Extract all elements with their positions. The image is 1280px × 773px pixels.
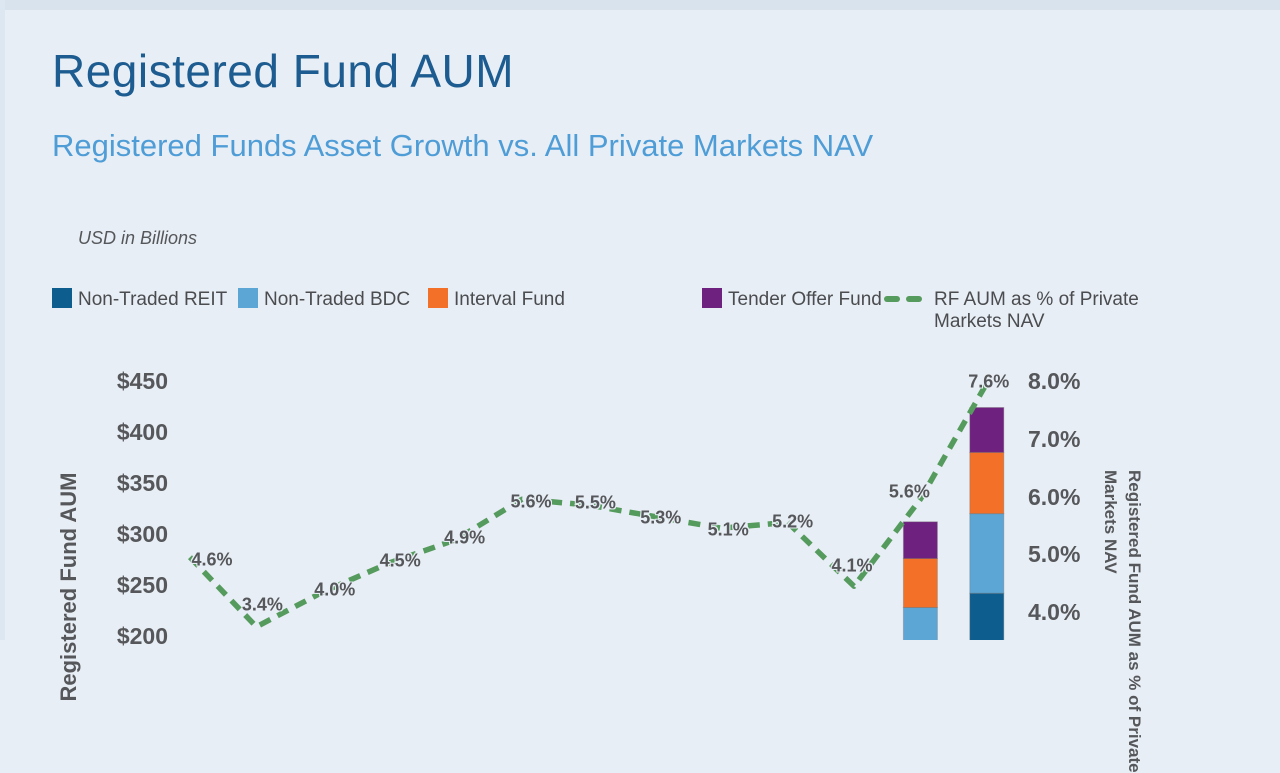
right-axis-tick-label: 6.0% (1028, 483, 1081, 510)
chart-subtitle: Registered Funds Asset Growth vs. All Pr… (52, 128, 874, 163)
left-axis-tick-label: $450 (116, 368, 168, 394)
legend-label: Non-Traded REIT (78, 289, 228, 310)
page-title: Registered Fund AUM (52, 45, 515, 97)
non_traded_bdc-swatch-icon (238, 288, 258, 308)
bar-segment-non_traded_bdc (902, 606, 938, 640)
bar-segment-non_traded_reit (969, 592, 1005, 640)
line-data-label: 5.1% (707, 519, 749, 540)
dashed-line-icon (906, 296, 922, 302)
left-axis-title: Registered Fund AUM (56, 472, 81, 702)
right-axis-title-line2: Markets NAV (1101, 470, 1120, 574)
bar-segment-tender_offer_fund (969, 407, 1005, 453)
right-axis-title: Registered Fund AUM as % of Private Mark… (1098, 470, 1146, 773)
right-axis-tick-label: 8.0% (1028, 368, 1081, 394)
right-axis-tick-label: 4.0% (1028, 599, 1081, 625)
tender_offer_fund-swatch-icon (702, 288, 722, 308)
left-axis-tick-label: $400 (116, 419, 168, 445)
line-data-label: 5.6% (888, 481, 930, 502)
line-data-label: 5.3% (640, 507, 682, 528)
chart-plot-area (188, 381, 1005, 640)
right-axis-tick-label: 7.0% (1028, 425, 1081, 452)
line-data-label: 4.6% (191, 549, 233, 570)
bar-segment-non_traded_bdc (969, 513, 1005, 594)
interval_fund-swatch-icon (428, 288, 448, 308)
right-axis-tick-label: 5.0% (1028, 541, 1081, 568)
left-edge-strip (0, 0, 5, 640)
bar-segment-tender_offer_fund (902, 521, 938, 559)
line-data-label: 4.0% (314, 579, 356, 600)
line-data-label: 4.9% (444, 527, 486, 548)
line-data-label: 5.6% (510, 491, 552, 512)
right-axis-title-line1: Registered Fund AUM as % of Private (1125, 470, 1144, 773)
left-axis-tick-label: $250 (116, 572, 168, 598)
legend-label: Tender Offer Fund (728, 289, 882, 310)
legend-label: Interval Fund (454, 289, 565, 310)
dashed-line-icon (884, 296, 900, 302)
line-data-label: 4.1% (831, 555, 873, 576)
bar-segment-interval_fund (969, 451, 1005, 515)
top-edge-strip (0, 0, 1280, 10)
rf-aum-percent-line (188, 381, 990, 630)
line-data-label: 5.5% (574, 492, 616, 513)
line-data-label: 7.6% (968, 371, 1010, 392)
left-axis-tick-label: $300 (116, 521, 168, 547)
line-data-label: 3.4% (241, 594, 283, 615)
line-data-label: 5.2% (772, 511, 814, 532)
legend-label: RF AUM as % of Private Markets NAV (934, 289, 1139, 332)
left-axis-tick-label: $350 (116, 470, 168, 496)
non_traded_reit-swatch-icon (52, 288, 72, 308)
bar-segment-interval_fund (902, 558, 938, 608)
line-data-label: 4.5% (379, 550, 421, 571)
legend-label: Non-Traded BDC (264, 289, 411, 310)
units-note: USD in Billions (78, 228, 198, 248)
